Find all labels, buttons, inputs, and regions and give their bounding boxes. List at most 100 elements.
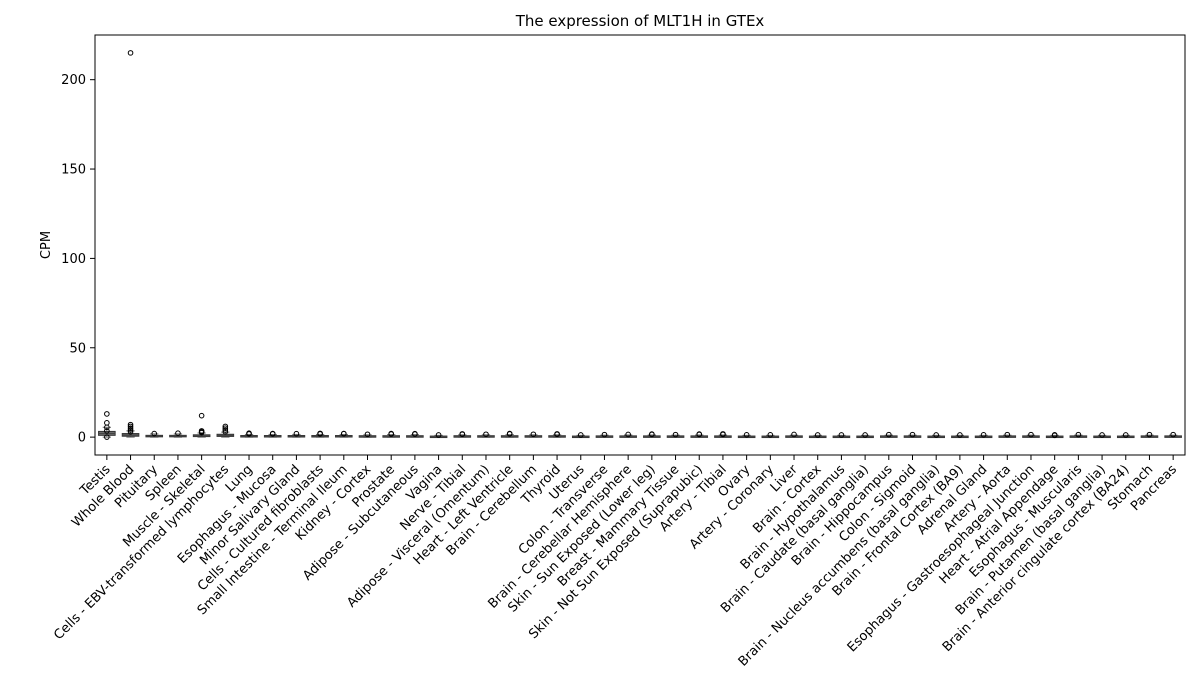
outlier-point (506, 430, 513, 437)
outlier-point (246, 430, 252, 436)
outlier-point (269, 430, 276, 437)
box-group (1045, 432, 1064, 439)
box-group (785, 431, 803, 438)
outlier-point (127, 421, 134, 428)
outlier-point (104, 434, 110, 440)
outlier-point (104, 428, 110, 434)
box-group (240, 430, 258, 438)
outlier-point (554, 431, 560, 437)
outlier-point (791, 431, 797, 438)
y-axis: 0 50 100 150 200 (61, 73, 95, 446)
box-group (998, 431, 1017, 438)
outlier-point (1122, 432, 1129, 438)
outlier-point (388, 430, 394, 437)
box-group (737, 432, 756, 439)
box-group (761, 432, 780, 439)
box-group (500, 430, 519, 438)
box-group (619, 431, 637, 438)
plot-area (98, 50, 1182, 440)
outlier-point (1051, 432, 1058, 439)
box-group (524, 431, 543, 438)
outlier-point (1099, 432, 1105, 438)
box-group (121, 50, 140, 438)
box-group (263, 430, 282, 438)
box-group (406, 430, 424, 438)
outlier-point (577, 432, 584, 438)
outlier-point (364, 431, 371, 438)
box-group (1140, 431, 1159, 438)
box-group (192, 412, 211, 438)
y-tick-label: 200 (61, 73, 86, 88)
box-group (287, 430, 306, 438)
box-group (856, 432, 874, 439)
y-tick-label: 100 (61, 252, 86, 267)
box-group (548, 431, 566, 438)
outlier-point (1004, 431, 1011, 438)
y-tick-label: 50 (69, 341, 86, 356)
outlier-point (957, 432, 963, 438)
outlier-point (341, 430, 347, 437)
outlier-point (127, 428, 134, 435)
box-group (595, 431, 614, 438)
box-group (1093, 432, 1111, 439)
box-group (1164, 431, 1182, 438)
box-group (311, 430, 329, 438)
outlier-point (293, 430, 300, 437)
box-group (880, 431, 898, 438)
box-group (477, 431, 495, 438)
y-axis-label: CPM (39, 231, 54, 259)
box-group (808, 432, 827, 439)
box-group (335, 430, 353, 438)
box-group (429, 432, 448, 439)
box-group (1069, 431, 1088, 438)
box-group (927, 432, 945, 439)
outlier-point (1170, 431, 1176, 438)
box-group (453, 431, 472, 438)
outlier-point (459, 431, 466, 437)
outlier-point (127, 425, 134, 431)
box-group (690, 431, 709, 438)
box-group (951, 432, 969, 439)
outlier-point (838, 432, 845, 438)
box-group (666, 431, 685, 438)
box-group (903, 431, 922, 438)
y-tick-label: 0 (78, 431, 86, 446)
outlier-point (222, 427, 229, 433)
outlier-point (222, 428, 229, 435)
box-group (169, 430, 187, 438)
outlier-point (104, 420, 110, 426)
outlier-point (862, 432, 868, 438)
outlier-point (696, 431, 703, 437)
outlier-point (483, 431, 489, 438)
chart-title: The expression of MLT1H in GTEx (515, 12, 765, 30)
outlier-point (530, 431, 537, 438)
box-group (382, 430, 400, 438)
outlier-point (222, 423, 229, 430)
outlier-point (767, 432, 774, 438)
box-group (571, 432, 590, 439)
outlier-point (198, 412, 205, 419)
outlier-point (720, 431, 726, 437)
box-group (1022, 431, 1040, 438)
outlier-point (649, 431, 655, 437)
outlier-point (933, 432, 939, 438)
outlier-point (127, 427, 134, 433)
box-group (1116, 432, 1135, 439)
outlier-point (198, 428, 205, 434)
outlier-point (886, 431, 892, 438)
box-group (643, 431, 661, 438)
outlier-point (1028, 431, 1034, 438)
outlier-point (435, 432, 442, 438)
box-group (974, 432, 993, 439)
outlier-point (127, 423, 134, 430)
outlier-point (1146, 431, 1153, 438)
outlier-point (814, 432, 821, 438)
outlier-point (317, 430, 323, 437)
box-group (216, 423, 235, 438)
outlier-point (625, 431, 631, 438)
outlier-point (601, 431, 608, 438)
outlier-point (222, 425, 229, 431)
box-group (832, 432, 851, 439)
outlier-point (151, 430, 158, 437)
box-group (145, 430, 164, 438)
